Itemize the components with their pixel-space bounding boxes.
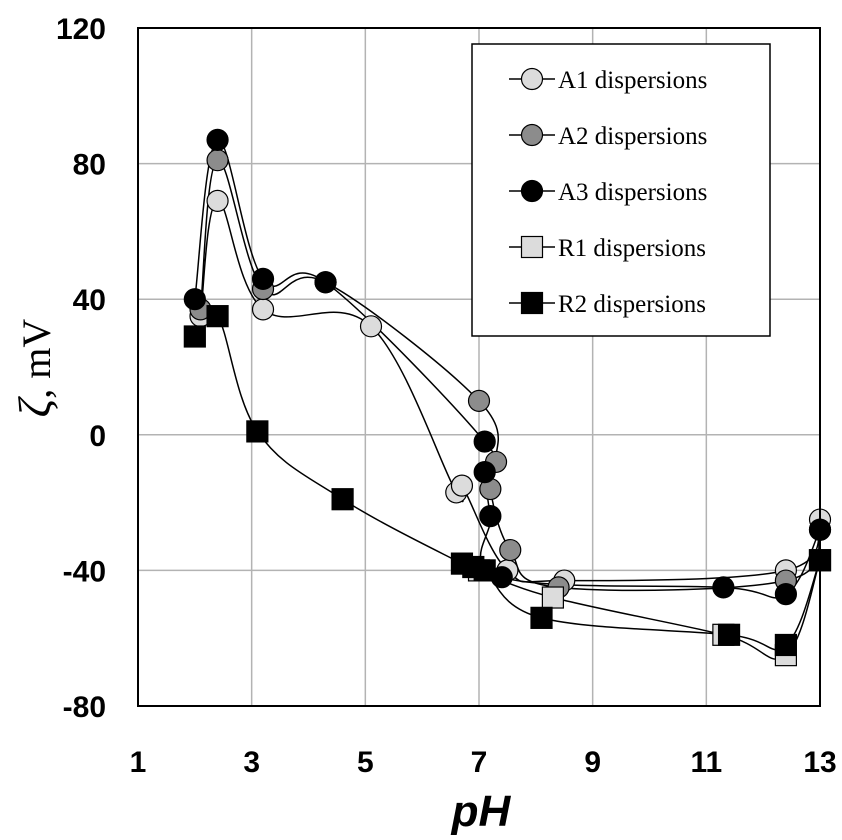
series-2-curve xyxy=(199,159,821,592)
series-3-point xyxy=(251,267,275,290)
x-tick-label: 1 xyxy=(130,746,147,779)
series-3-point xyxy=(479,505,502,528)
x-tick-label: 7 xyxy=(471,746,488,779)
series-5-point xyxy=(331,488,354,511)
legend-marker xyxy=(520,291,544,315)
y-tick-label: 120 xyxy=(56,13,106,46)
series-5-point xyxy=(246,420,269,443)
series-3-point xyxy=(314,271,337,294)
y-tick-label: 40 xyxy=(73,284,106,317)
series-markers xyxy=(183,128,832,667)
y-tick-label: -80 xyxy=(63,691,106,724)
x-tick-label: 13 xyxy=(803,746,836,779)
x-tick-label: 5 xyxy=(357,746,374,779)
plot-area-frame xyxy=(137,27,821,707)
y-axis-title-symbol: ζ xyxy=(9,395,60,417)
series-2-point xyxy=(499,538,522,562)
series-3-point xyxy=(473,430,496,453)
series-5-point xyxy=(774,633,798,657)
x-tick-label: 3 xyxy=(243,746,260,779)
legend-label: R1 dispersions xyxy=(558,235,706,262)
y-axis-title: ζ, mV xyxy=(9,319,60,418)
series-3-point xyxy=(774,583,798,606)
legend-marker xyxy=(520,67,544,91)
legend-entry: R1 dispersions xyxy=(509,235,706,262)
series-5-point xyxy=(530,606,553,629)
svg-text:ζ, mV: ζ, mV xyxy=(9,319,60,418)
legend-marker xyxy=(520,179,544,203)
legend-entry: A2 dispersions xyxy=(509,123,707,150)
legend-label: A3 dispersions xyxy=(558,179,707,206)
y-tick-label: 0 xyxy=(89,420,106,453)
series-5-point xyxy=(473,559,496,582)
series-3-point xyxy=(712,576,735,599)
series-1-point xyxy=(359,315,383,338)
legend-entry: A3 dispersions xyxy=(509,179,707,206)
series-1-point xyxy=(206,189,229,212)
series-3-point xyxy=(183,288,206,311)
legend-label: A2 dispersions xyxy=(558,123,707,150)
series-4-curve xyxy=(478,559,821,660)
legend-marker xyxy=(520,235,544,259)
legend-marker xyxy=(520,123,544,147)
series-1-point xyxy=(251,298,275,321)
series-2-point xyxy=(467,389,491,412)
x-tick-label: 9 xyxy=(584,746,601,779)
series-4-point xyxy=(541,586,564,609)
y-axis-title-unit: , mV xyxy=(14,319,59,399)
x-axis-title: pH xyxy=(451,787,512,836)
y-tick-label: 80 xyxy=(73,149,106,182)
series-3-point xyxy=(206,128,229,151)
legend-label: A1 dispersions xyxy=(558,67,707,94)
legend-entry: A1 dispersions xyxy=(509,67,707,94)
legend: A1 dispersions A2 dispersions A3 dispersio… xyxy=(471,43,771,337)
series-2-point xyxy=(206,149,229,172)
series-5-point xyxy=(206,305,229,328)
series-5-curve xyxy=(194,310,821,651)
series-5-point xyxy=(183,325,206,348)
legend-entry: R2 dispersions xyxy=(509,291,706,318)
y-tick-label: -40 xyxy=(63,555,106,588)
series-5-point xyxy=(717,623,741,646)
x-tick-label: 11 xyxy=(690,746,722,779)
series-3-point xyxy=(473,460,496,484)
series-1-point xyxy=(450,474,474,497)
legend-label: R2 dispersions xyxy=(558,291,706,318)
